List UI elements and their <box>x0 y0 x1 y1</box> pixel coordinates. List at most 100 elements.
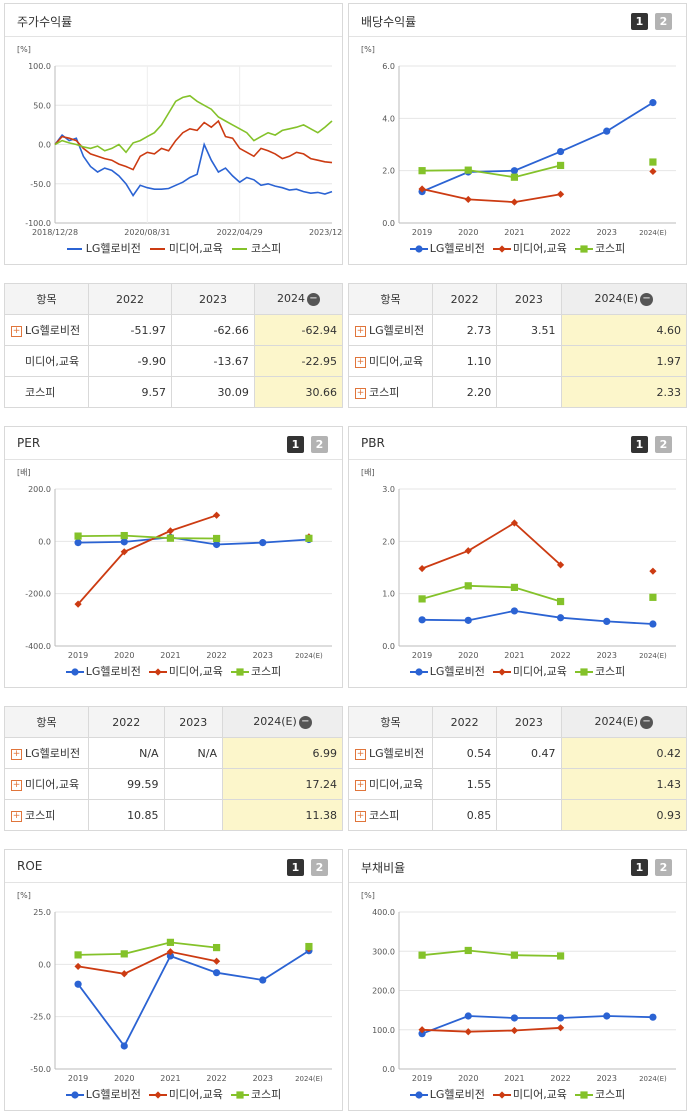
legend-marker <box>580 1091 588 1099</box>
legend-label: 코스피 <box>594 665 626 678</box>
data-point <box>603 127 611 135</box>
table-row: + LG헬로비전 0.54 0.47 0.42 <box>348 737 688 769</box>
data-point <box>120 538 128 546</box>
table-row: + 코스피 10.85 11.38 <box>4 799 343 831</box>
view-1-button[interactable]: 1 <box>631 13 648 30</box>
collapse-icon[interactable]: − <box>298 715 312 729</box>
legend-item[interactable]: LG헬로비전 <box>65 663 141 679</box>
view-1-button[interactable]: 1 <box>287 859 304 876</box>
expand-icon[interactable]: + <box>355 748 366 760</box>
x-tick-label: 2022 <box>550 1074 570 1083</box>
y-tick-label: 0.0 <box>38 537 51 546</box>
view-2-button[interactable]: 2 <box>311 436 328 453</box>
chart-svg: [배] 200.0 0.0 -200.0 -400.0 2019 2020 2021 2022 2… <box>17 468 332 660</box>
data-point <box>649 167 657 176</box>
column-header: 2022 <box>431 706 498 738</box>
expand-icon[interactable]: + <box>355 779 366 791</box>
table-cell: 0.85 <box>431 799 498 831</box>
legend-item[interactable]: 코스피 <box>231 240 281 256</box>
view-1-button[interactable]: 1 <box>631 859 648 876</box>
y-tick-label: 4.0 <box>382 114 395 123</box>
y-tick-label: 2.0 <box>382 167 395 176</box>
legend-item[interactable]: LG헬로비전 <box>65 1086 141 1102</box>
x-tick-label: 2023 <box>253 1074 273 1083</box>
y-tick-label: 3.0 <box>382 485 395 494</box>
legend-item[interactable]: 미디어,교육 <box>492 240 567 256</box>
legend-label: 코스피 <box>594 1088 626 1101</box>
x-tick-label: 2021 <box>504 1074 524 1083</box>
x-tick-label: 2024(E) <box>295 652 323 660</box>
y-tick-label: 50.0 <box>33 101 51 110</box>
collapse-icon[interactable]: − <box>640 292 654 306</box>
table-cell <box>163 768 224 800</box>
x-tick-label: 2024(E) <box>639 652 667 660</box>
collapse-icon[interactable]: − <box>640 715 654 729</box>
data-point <box>510 173 519 181</box>
table-cell: 1.43 <box>560 768 688 800</box>
table-cell: 10.85 <box>88 799 165 831</box>
view-2-button[interactable]: 2 <box>655 859 672 876</box>
view-2-button[interactable]: 2 <box>311 859 328 876</box>
legend-item[interactable]: 미디어,교육 <box>492 1086 567 1102</box>
expand-icon[interactable]: + <box>355 356 366 368</box>
legend-label: LG헬로비전 <box>429 242 485 255</box>
y-tick-label: 300.0 <box>372 947 395 956</box>
legend-item[interactable]: 코스피 <box>230 663 281 679</box>
legend-item[interactable]: 코스피 <box>574 240 625 256</box>
data-point <box>464 946 472 955</box>
expand-icon[interactable]: + <box>11 748 22 760</box>
data-point <box>556 1014 565 1022</box>
data-point <box>649 158 657 166</box>
legend-item[interactable]: LG헬로비전 <box>409 1086 485 1102</box>
legend-label: LG헬로비전 <box>85 242 141 255</box>
row-name: + LG헬로비전 <box>348 314 433 346</box>
legend-swatch <box>148 668 167 676</box>
data-point <box>74 980 82 988</box>
column-header: 2022 <box>88 283 172 315</box>
column-header: 항목 <box>4 283 89 315</box>
data-point <box>510 951 519 959</box>
series-line <box>54 94 333 154</box>
data-point <box>74 951 82 959</box>
data-point <box>120 950 128 958</box>
legend-item[interactable]: 미디어,교육 <box>148 663 223 679</box>
legend-swatch <box>574 245 593 253</box>
panel-header: ROE 1 2 <box>5 850 342 883</box>
column-header: 2023 <box>496 283 562 315</box>
legend-item[interactable]: 미디어,교육 <box>492 663 567 679</box>
legend-item[interactable]: LG헬로비전 <box>409 663 485 679</box>
column-header: 2023 <box>163 706 224 738</box>
pbr-table: 항목 2022 2023 2024(E) − + LG헬로비전 0.54 0.47 0.42 + 미디… <box>348 706 688 831</box>
table-cell: N/A <box>163 737 224 769</box>
table-cell: N/A <box>88 737 165 769</box>
legend-item[interactable]: 미디어,교육 <box>149 240 223 256</box>
view-2-button[interactable]: 2 <box>655 436 672 453</box>
expand-icon[interactable]: + <box>11 779 22 791</box>
data-point <box>120 531 128 540</box>
expand-icon[interactable]: + <box>355 387 366 399</box>
legend-item[interactable]: LG헬로비전 <box>409 240 485 256</box>
expand-icon[interactable]: + <box>11 810 22 822</box>
table-cell: 1.55 <box>431 768 498 800</box>
collapse-icon[interactable]: − <box>306 292 320 306</box>
legend-marker <box>71 668 79 676</box>
legend-label: 미디어,교육 <box>512 1088 567 1101</box>
dividend-yield-table: 항목 2022 2023 2024(E) − + LG헬로비전 2.73 3.51 4.60 + 미디… <box>348 283 688 408</box>
data-point <box>212 540 221 549</box>
legend-swatch <box>148 1091 167 1099</box>
expand-icon[interactable]: + <box>11 325 22 337</box>
legend-item[interactable]: 코스피 <box>230 1086 281 1102</box>
column-header: 항목 <box>348 706 433 738</box>
y-tick-label: -100.0 <box>25 219 51 228</box>
view-2-button[interactable]: 2 <box>655 13 672 30</box>
expand-icon[interactable]: + <box>355 325 366 337</box>
expand-icon[interactable]: + <box>355 810 366 822</box>
legend-item[interactable]: LG헬로비전 <box>66 240 141 256</box>
view-1-button[interactable]: 1 <box>631 436 648 453</box>
legend-item[interactable]: 코스피 <box>574 1086 626 1102</box>
x-tick-label: 2019 <box>68 1074 88 1083</box>
legend-item[interactable]: 미디어,교육 <box>148 1086 223 1102</box>
view-1-button[interactable]: 1 <box>287 436 304 453</box>
legend-item[interactable]: 코스피 <box>574 663 626 679</box>
